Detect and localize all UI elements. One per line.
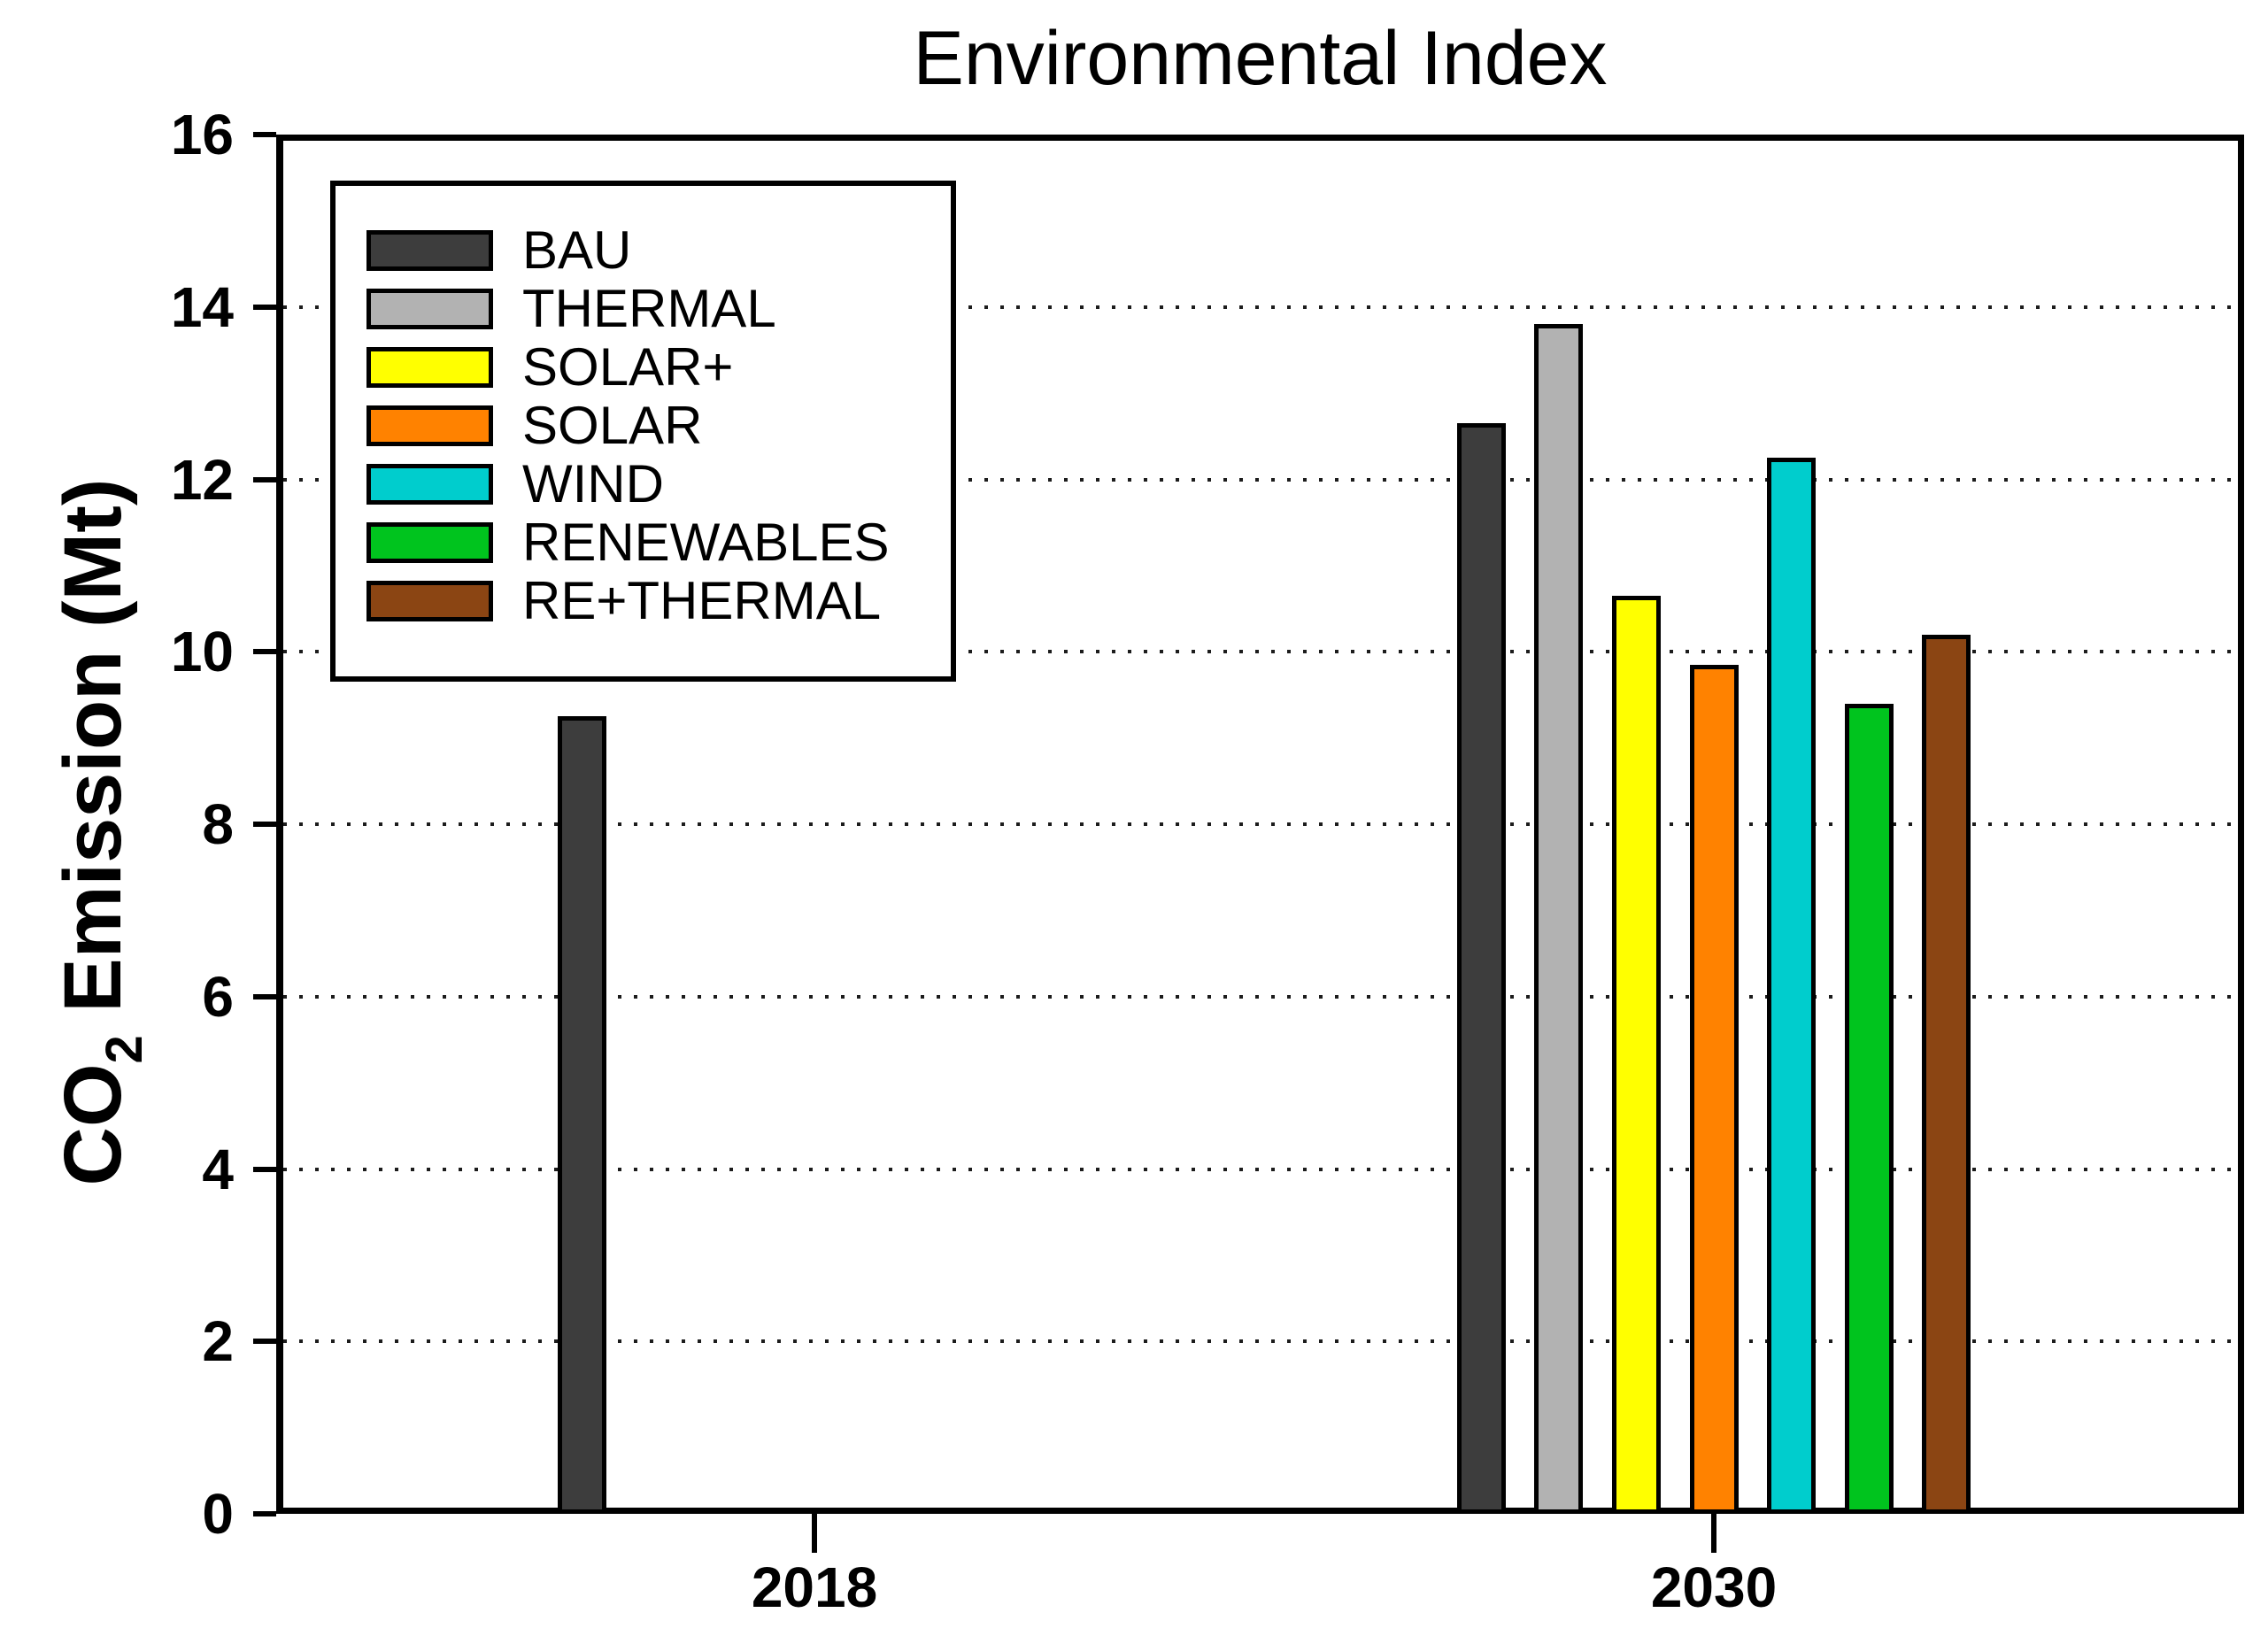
gridline-y-8 [283,822,2238,826]
y-tick-label-8: 8 [202,792,234,856]
legend-label: THERMAL [522,279,776,338]
bar-thermal-2030 [1534,324,1584,1514]
y-axis-tick-6 [253,993,276,999]
legend-item-thermal: THERMAL [366,280,951,338]
legend-swatch [366,289,493,329]
legend-item-solar-: SOLAR+ [366,338,951,397]
bar-wind-2030 [1767,458,1817,1514]
y-axis-title-suffix: Emission (Mt) [48,478,138,1036]
legend-label: WIND [522,454,664,513]
bar-solar--2030 [1611,595,1661,1514]
bar-solar-2030 [1689,664,1739,1514]
legend-item-re-thermal: RE+THERMAL [366,572,951,630]
y-axis-tick-14 [253,304,276,310]
plot-border-left [276,135,283,1514]
legend-swatch [366,405,493,446]
y-tick-label-14: 14 [170,274,234,339]
y-axis-tick-0 [253,1511,276,1516]
legend-label: RENEWABLES [522,513,890,572]
legend-item-renewables: RENEWABLES [366,513,951,572]
x-axis-tick-2018 [812,1514,817,1553]
gridline-y-14 [283,305,2238,309]
x-tick-label-2030: 2030 [1650,1555,1778,1619]
bar-re-thermal-2030 [1922,634,1971,1514]
legend-swatch [366,464,493,505]
y-axis-tick-10 [253,649,276,655]
y-tick-label-4: 4 [202,1137,234,1201]
y-axis-tick-16 [253,132,276,137]
legend-item-solar: SOLAR [366,397,951,455]
y-tick-label-16: 16 [170,103,234,166]
legend: BAU THERMAL SOLAR+ SOLAR WIND RENEWABLES RE+TH… [330,181,956,682]
y-tick-label-10: 10 [170,620,234,684]
gridline-y-2 [283,1339,2238,1344]
y-tick-label-2: 2 [202,1309,234,1374]
y-axis-tick-12 [253,476,276,482]
x-axis-tick-2030 [1711,1514,1716,1553]
plot-area: BAU THERMAL SOLAR+ SOLAR WIND RENEWABLES RE+TH… [276,135,2244,1514]
y-axis-tick-2 [253,1339,276,1345]
x-tick-label-2018: 2018 [751,1555,878,1619]
legend-label: RE+THERMAL [522,571,882,630]
plot-border-right [2238,135,2244,1514]
legend-item-bau: BAU [366,221,951,280]
y-axis-tick-8 [253,822,276,827]
gridline-y-12 [283,477,2238,482]
legend-swatch [366,522,493,563]
legend-swatch [366,347,493,388]
gridline-y-6 [283,994,2238,999]
gridline-y-10 [283,650,2238,654]
bar-bau-2030 [1456,423,1506,1514]
y-tick-label-12: 12 [170,447,234,512]
y-axis-tick-4 [253,1166,276,1172]
plot-border-top [276,135,2244,141]
legend-item-wind: WIND [366,455,951,513]
y-tick-label-0: 0 [202,1482,234,1546]
plot-border-bottom [276,1508,2244,1514]
y-axis-title-subscript: 2 [96,1035,153,1064]
chart-title: Environmental Index [913,16,1608,101]
legend-label: SOLAR [522,396,703,455]
legend-swatch [366,581,493,621]
y-tick-label-6: 6 [202,964,234,1029]
legend-label: BAU [522,220,632,280]
bar-bau-2018 [557,716,606,1514]
legend-label: SOLAR+ [522,337,734,397]
legend-swatch [366,230,493,271]
bar-renewables-2030 [1844,703,1894,1514]
gridline-y-4 [283,1167,2238,1171]
